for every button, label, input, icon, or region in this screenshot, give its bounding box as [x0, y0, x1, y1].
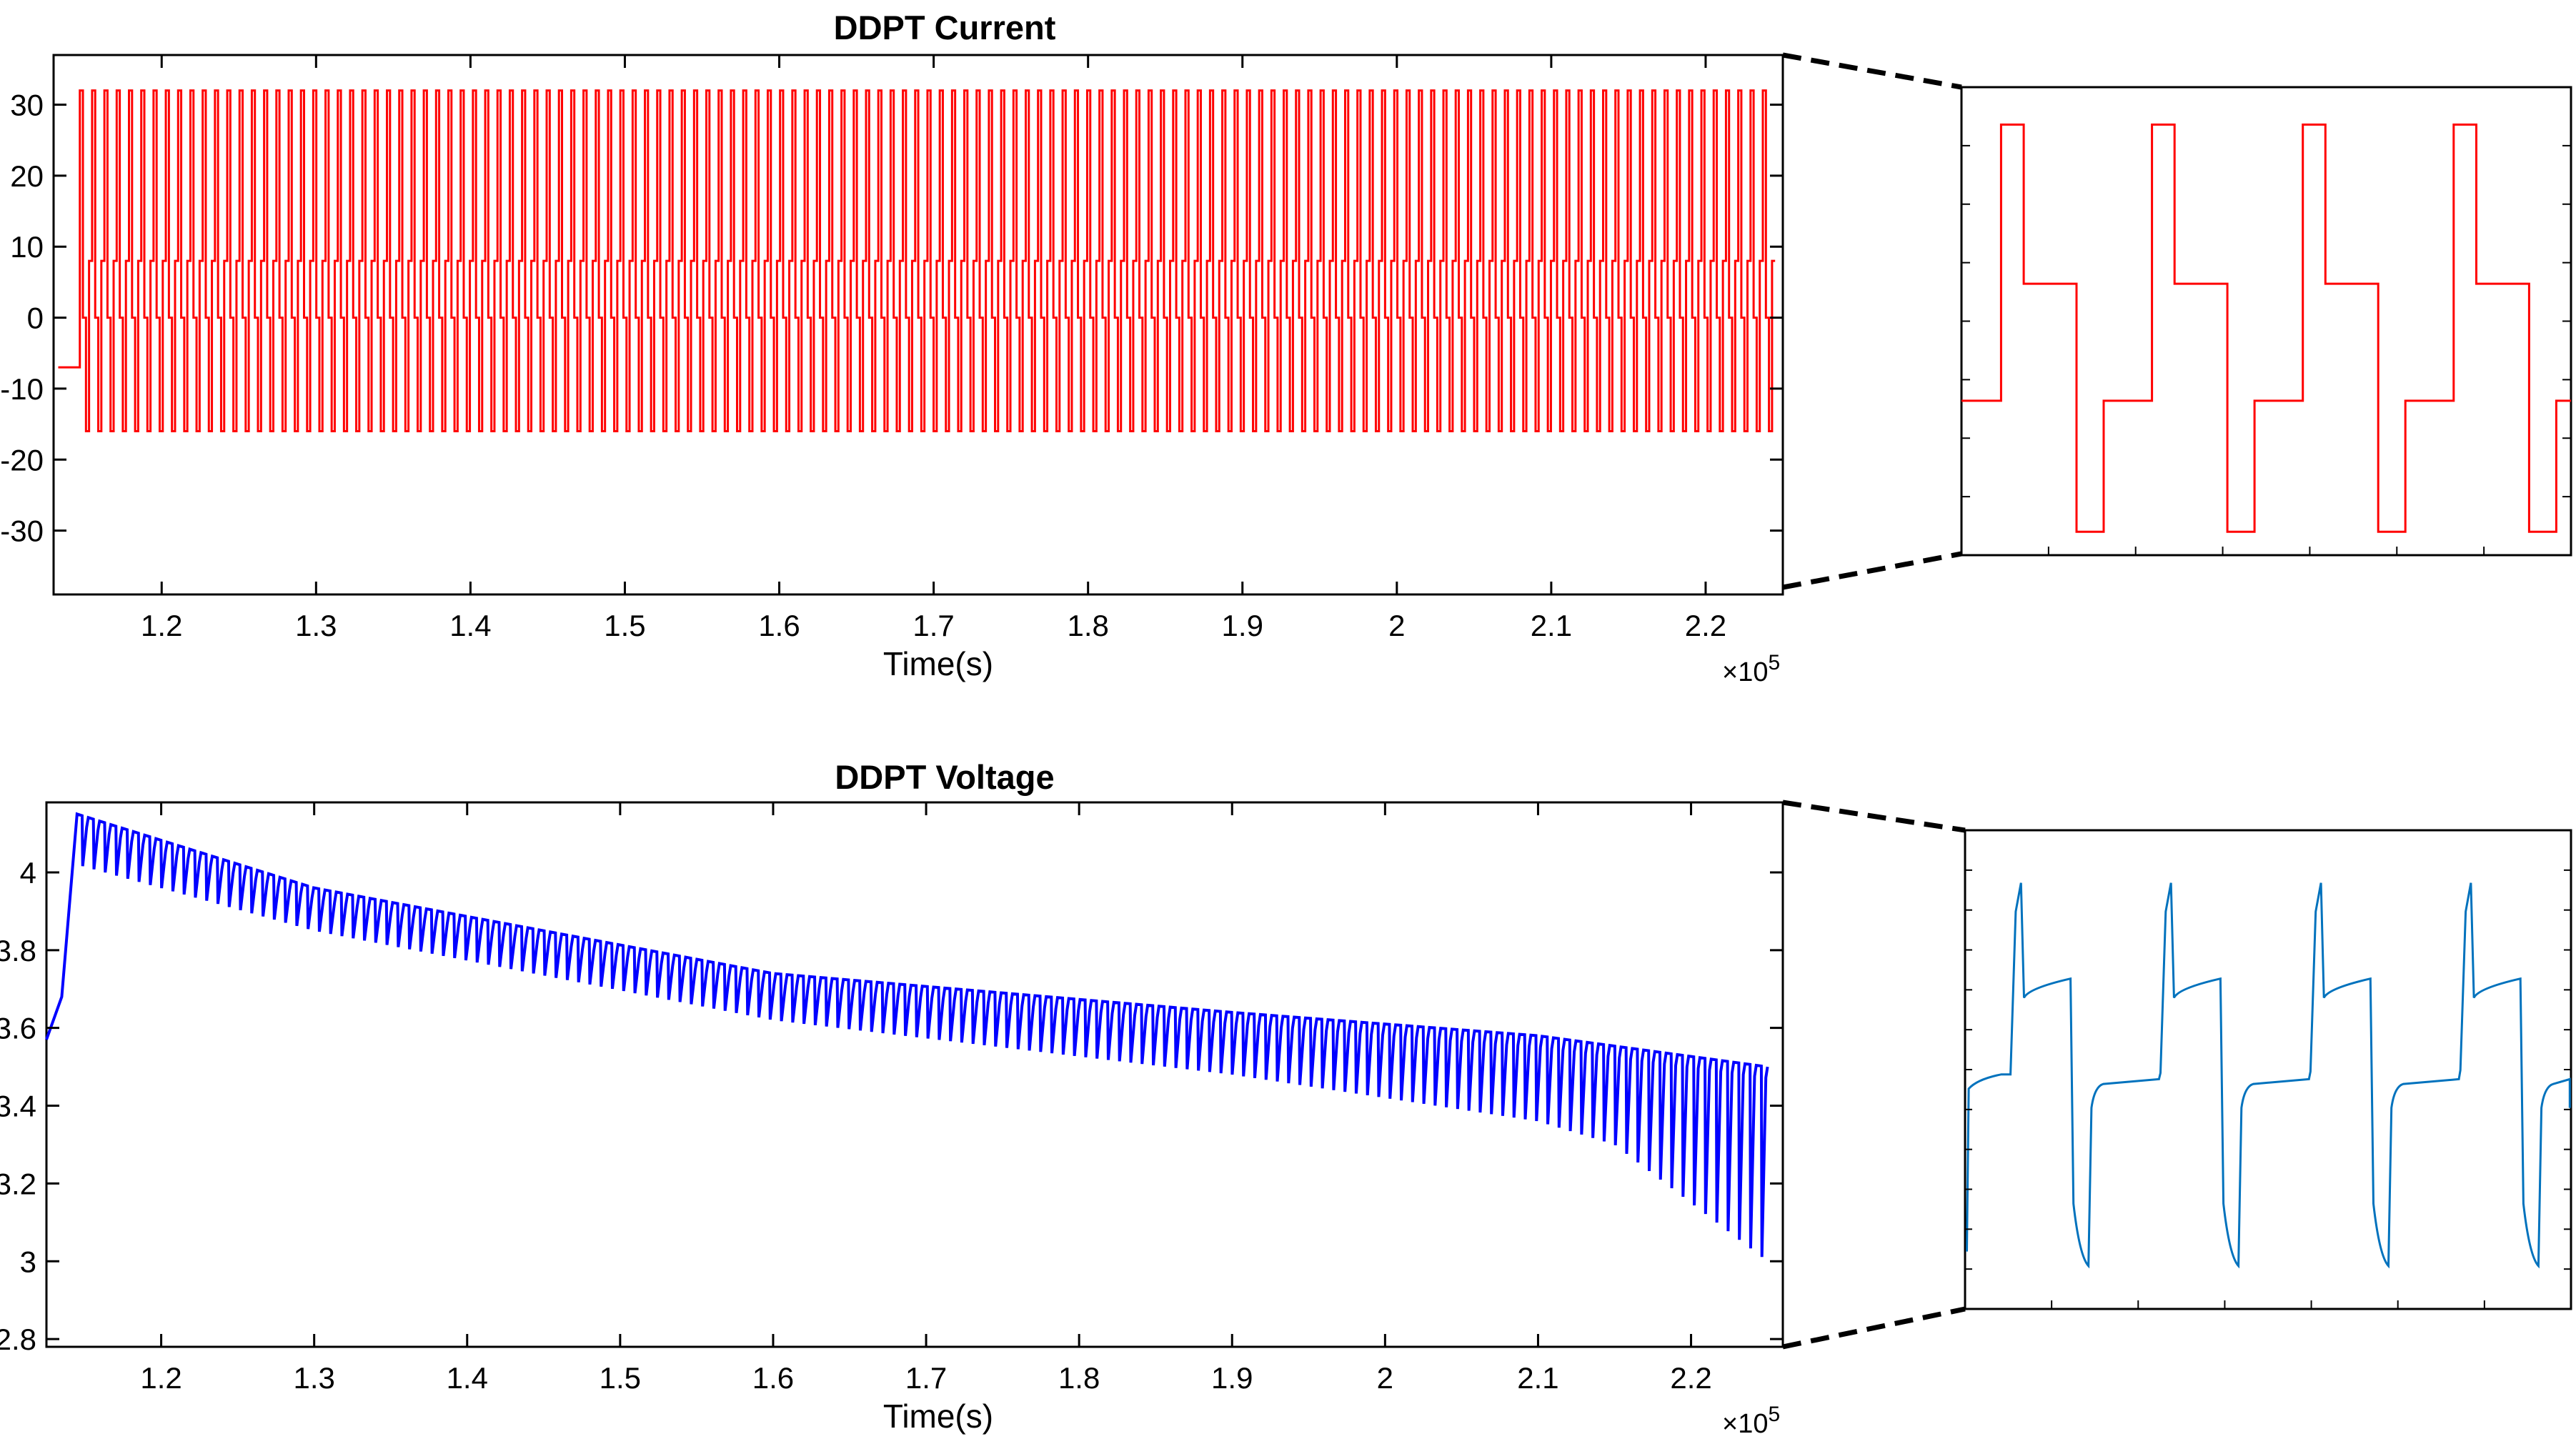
x-tick-label: 1.6 — [752, 1361, 794, 1395]
zoom-connector-bottom — [1782, 1306, 1966, 1350]
x-tick-label: 1.4 — [447, 1361, 488, 1395]
inset-ticks — [1961, 144, 2571, 555]
x-tick-label: 2.2 — [1670, 1361, 1711, 1395]
axis-ticks: 1.2 1.3 1.4 1.5 1.6 1.7 1.8 1.9 2 2.1 2.2 30 20 10 0 -1… — [0, 55, 1783, 642]
chart-title: DDPT Voltage — [835, 758, 1054, 796]
y-tick-label: 10 — [10, 230, 44, 264]
x-tick-label: 2.1 — [1517, 1361, 1558, 1395]
axis-ticks: 1.2 1.3 1.4 1.5 1.6 1.7 1.8 1.9 2 2.1 2.2 4 3.8 3.6 3.… — [0, 802, 1783, 1395]
zoom-connector-top — [1782, 800, 1966, 833]
y-tick-label: 3.6 — [0, 1012, 36, 1045]
y-tick-label: -20 — [0, 443, 44, 477]
inset-ticks — [1965, 869, 2571, 1309]
x-axis-label: Time(s) — [883, 1398, 993, 1435]
x-tick-label: 1.3 — [293, 1361, 334, 1395]
x-tick-label: 1.5 — [604, 609, 645, 642]
chart-title: DDPT Current — [834, 9, 1056, 46]
x-multiplier-base: ×10 — [1722, 1409, 1768, 1439]
current-line — [58, 89, 1776, 433]
x-multiplier-base: ×10 — [1722, 657, 1768, 687]
y-tick-label: -30 — [0, 514, 44, 548]
current-series — [58, 89, 1776, 433]
y-tick-label: 0 — [27, 302, 44, 335]
x-tick-label: 2 — [1388, 609, 1405, 642]
x-tick-label: 2.1 — [1531, 609, 1572, 642]
x-tick-label: 1.6 — [758, 609, 800, 642]
y-tick-label: 3.8 — [0, 934, 36, 967]
x-multiplier: ×105 — [1722, 1403, 1780, 1439]
x-axis-label: Time(s) — [883, 645, 993, 682]
x-tick-label: 1.7 — [905, 1361, 947, 1395]
zoom-connector-top — [1782, 52, 1962, 90]
x-tick-label: 1.7 — [912, 609, 954, 642]
plot-area — [45, 801, 1784, 1348]
x-tick-label: 2.2 — [1685, 609, 1726, 642]
y-tick-label: 3.4 — [0, 1090, 36, 1123]
zoom-connector-bottom — [1782, 551, 1962, 590]
x-tick-label: 1.8 — [1058, 1361, 1100, 1395]
y-tick-label: 20 — [10, 159, 44, 193]
current-zoom-line — [1961, 123, 2571, 533]
x-tick-label: 1.9 — [1222, 609, 1263, 642]
x-tick-label: 1.3 — [295, 609, 337, 642]
x-tick-label: 1.5 — [600, 1361, 641, 1395]
x-tick-label: 1.8 — [1067, 609, 1108, 642]
x-multiplier-exponent: 5 — [1768, 651, 1780, 674]
y-tick-label: 2.8 — [0, 1323, 36, 1356]
current-zoom-inset — [1960, 86, 2572, 557]
x-tick-label: 1.9 — [1211, 1361, 1253, 1395]
voltage-zoom-inset — [1964, 829, 2572, 1310]
voltage-chart: DDPT Voltage 1.2 1.3 1.4 1.5 1.6 1.7 1.8 1.9 2 2.… — [0, 758, 1784, 1439]
current-chart: DDPT Current 1.2 1.3 1.4 1.5 1.6 1.7 1.8 1.9 2 2.… — [0, 9, 1784, 687]
y-tick-label: 30 — [10, 89, 44, 122]
x-multiplier-exponent: 5 — [1768, 1403, 1780, 1426]
y-tick-label: 4 — [20, 856, 36, 890]
voltage-zoom-line — [1966, 882, 2571, 1269]
x-tick-label: 1.2 — [141, 609, 182, 642]
inset-frame — [1960, 86, 2572, 557]
x-multiplier: ×105 — [1722, 651, 1780, 687]
y-tick-label: 3 — [20, 1245, 36, 1278]
y-tick-label: -10 — [0, 372, 44, 406]
x-tick-label: 1.4 — [449, 609, 491, 642]
y-tick-label: 3.2 — [0, 1167, 36, 1200]
x-tick-label: 1.2 — [140, 1361, 181, 1395]
voltage-series — [45, 812, 1769, 1258]
x-tick-label: 2 — [1377, 1361, 1393, 1395]
inset-frame — [1964, 829, 2572, 1310]
